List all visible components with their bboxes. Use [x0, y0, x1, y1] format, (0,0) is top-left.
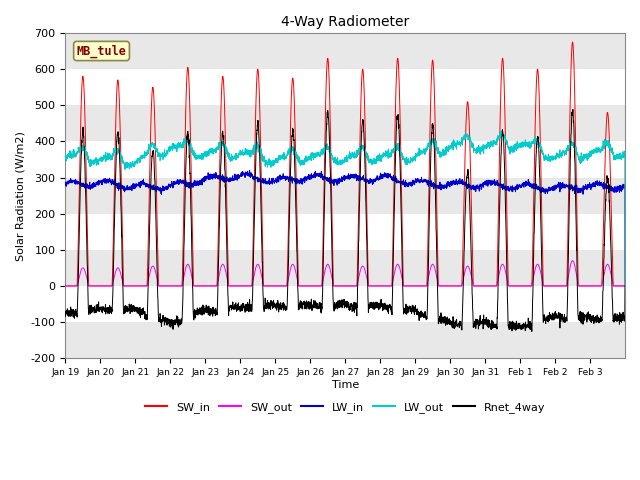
Bar: [65, 286, 625, 322]
Rnet_4way: [417, 308, 425, 314]
Bar: [65, 214, 625, 250]
Bar: [65, 178, 625, 214]
SW_in: [467, 153, 474, 159]
SW_in: [569, 39, 577, 45]
Rnet_4way: [621, 283, 629, 289]
Rnet_4way: [61, 310, 69, 315]
LW_in: [536, 188, 543, 194]
SW_out: [502, 270, 509, 276]
SW_in: [176, 283, 184, 289]
LW_out: [176, 144, 184, 150]
Legend: SW_in, SW_out, LW_in, LW_out, Rnet_4way: SW_in, SW_out, LW_in, LW_out, Rnet_4way: [140, 398, 550, 418]
LW_out: [502, 137, 510, 143]
SW_out: [621, 283, 629, 289]
SW_out: [176, 283, 184, 289]
Text: MB_tule: MB_tule: [77, 44, 127, 58]
Rnet_4way: [569, 107, 577, 112]
Rnet_4way: [615, 312, 623, 318]
Rnet_4way: [467, 214, 474, 219]
LW_out: [467, 138, 474, 144]
Bar: [65, 250, 625, 286]
LW_in: [246, 168, 253, 173]
LW_out: [621, 283, 629, 289]
SW_in: [502, 159, 509, 165]
SW_in: [417, 283, 425, 289]
Bar: [65, 142, 625, 178]
LW_out: [499, 128, 506, 133]
Bar: [65, 105, 625, 142]
Line: Rnet_4way: Rnet_4way: [65, 109, 625, 332]
Line: LW_in: LW_in: [65, 170, 625, 286]
LW_out: [417, 152, 425, 157]
SW_out: [615, 283, 623, 289]
Line: LW_out: LW_out: [65, 131, 625, 286]
LW_in: [615, 183, 623, 189]
Rnet_4way: [528, 329, 536, 335]
LW_out: [61, 154, 69, 160]
Rnet_4way: [176, 319, 184, 325]
SW_out: [61, 283, 69, 289]
Bar: [65, 69, 625, 105]
Rnet_4way: [502, 218, 509, 224]
X-axis label: Time: Time: [332, 380, 359, 390]
LW_out: [615, 154, 623, 160]
SW_in: [61, 283, 69, 289]
Title: 4-Way Radiometer: 4-Way Radiometer: [281, 15, 410, 29]
Bar: [65, 322, 625, 358]
LW_in: [502, 184, 510, 190]
LW_in: [417, 177, 425, 182]
LW_in: [621, 283, 629, 289]
Rnet_4way: [536, 174, 543, 180]
SW_out: [417, 283, 425, 289]
Y-axis label: Solar Radiation (W/m2): Solar Radiation (W/m2): [15, 131, 25, 261]
SW_in: [615, 283, 623, 289]
LW_in: [467, 182, 474, 188]
SW_out: [467, 268, 474, 274]
Line: SW_in: SW_in: [65, 42, 625, 286]
SW_in: [536, 102, 543, 108]
Line: SW_out: SW_out: [65, 261, 625, 286]
LW_in: [176, 180, 184, 186]
LW_in: [61, 180, 69, 186]
SW_out: [536, 264, 543, 270]
Bar: [65, 33, 625, 69]
LW_out: [536, 141, 543, 147]
SW_in: [621, 283, 629, 289]
SW_out: [569, 258, 577, 264]
